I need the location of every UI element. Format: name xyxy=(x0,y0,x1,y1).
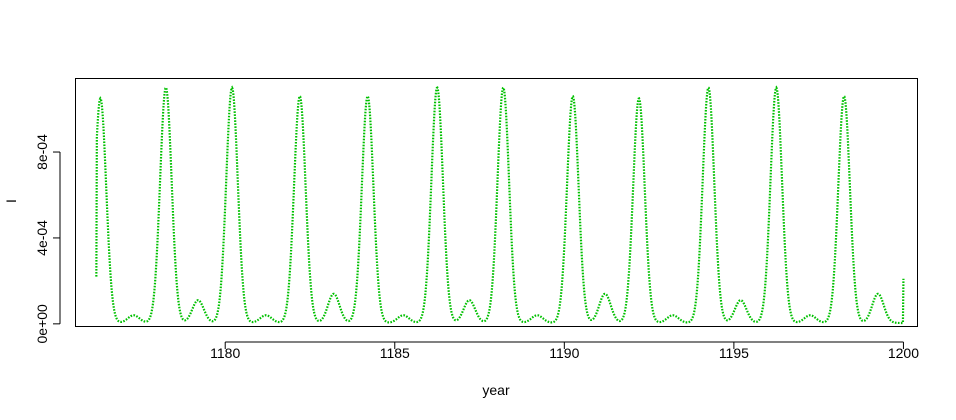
peak-point xyxy=(468,299,470,301)
x-axis-label: year xyxy=(482,382,510,398)
x-axis: 1180 1185 1190 1195 1200 xyxy=(210,341,919,361)
peak-point xyxy=(231,87,233,89)
series-line xyxy=(95,85,905,325)
x-tick-label: 1200 xyxy=(888,345,919,361)
y-axis: 0e+00 4e-04 8e-04 xyxy=(34,134,61,344)
peak-point xyxy=(299,95,301,97)
x-tick-label: 1190 xyxy=(549,345,579,361)
y-axis-label: I xyxy=(3,199,19,203)
peak-point xyxy=(740,299,742,301)
peak-point xyxy=(536,314,538,316)
series-layer xyxy=(95,85,905,325)
x-tick-label: 1180 xyxy=(210,345,240,361)
peak-point xyxy=(265,314,267,316)
peak-point xyxy=(809,314,811,316)
peak-point xyxy=(843,95,845,97)
peak-point xyxy=(604,293,606,295)
peak-point xyxy=(638,97,640,99)
plot-area-frame xyxy=(75,78,918,327)
peak-point xyxy=(572,95,574,97)
peak-point xyxy=(436,87,438,89)
x-tick-label: 1185 xyxy=(380,345,410,361)
peak-point xyxy=(672,314,674,316)
peak-point xyxy=(502,87,504,89)
peak-point xyxy=(707,87,709,89)
peak-point xyxy=(165,87,167,89)
peak-point xyxy=(197,299,199,301)
peak-point xyxy=(133,314,135,316)
y-tick-label: 8e-04 xyxy=(34,134,50,170)
peak-point xyxy=(775,87,777,89)
y-tick-label: 4e-04 xyxy=(34,220,50,256)
peak-point xyxy=(402,314,404,316)
peak-point xyxy=(333,293,335,295)
x-tick-label: 1195 xyxy=(719,345,749,361)
peak-point xyxy=(367,95,369,97)
peak-point xyxy=(99,97,101,99)
y-tick-label: 0e+00 xyxy=(34,304,50,344)
peak-point xyxy=(877,293,879,295)
